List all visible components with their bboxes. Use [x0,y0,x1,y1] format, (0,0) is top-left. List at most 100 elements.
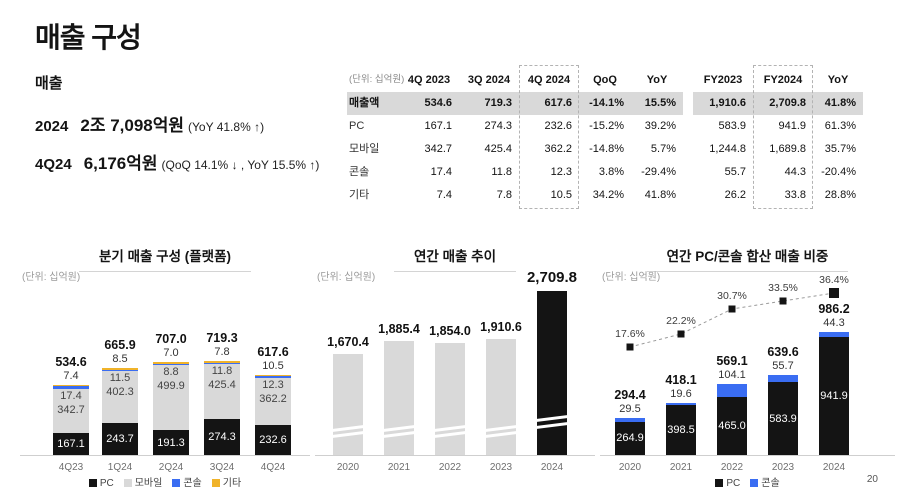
table-cell: 26.2 [724,189,746,201]
table-header-cell: 4Q 2023 [407,74,451,86]
table-cell: 34.2% [592,189,624,201]
legend-swatch [88,479,97,487]
summary-period: 2024 [35,118,69,135]
axis-break-mark [486,429,516,438]
segment-value-mobile: 425.4 [208,379,236,392]
bar-top-labels: 1,854.0 [412,324,488,338]
console-value-label: 19.6 [670,387,692,400]
table-cell: 44.3 [784,166,806,178]
table-cell: 362.2 [544,143,572,155]
table-cell: -14.1% [579,92,631,115]
legend-label: PC [726,478,741,489]
table-cell: 719.3 [459,92,519,115]
bar-segment-console [53,386,89,389]
axis-break-mark [384,423,414,432]
table-cell: 61.3% [824,120,856,132]
bar-segment-pc: 583.9 [768,382,798,455]
bar-segment-console [255,376,291,378]
legend-item: 모바일 [123,474,162,489]
table-cell: 617.6 [519,92,579,115]
segment-value-pc: 465.0 [718,419,746,432]
legend-label: 콘솔 [761,478,780,489]
bar-top-labels: 1,885.4 [361,322,437,336]
bar-segment-etc [204,361,240,363]
summary-value: 6,176억원 [83,154,158,173]
bar-top-labels: 7.0 707.0 [136,332,206,359]
pct-line-overlay: 17.6% 22.2% 30.7% 33.5% 36.4% [615,274,849,351]
segment-value-console: 17.4 [60,389,82,402]
chart-annual-revenue-trend: 연간 매출 추이 (단위: 십억원) 1,670.4 2020 1,885.4 202… [315,245,595,495]
segment-value-pc: 583.9 [769,412,797,425]
etc-value-label: 10.5 [262,359,284,372]
table-cell: 3.8% [598,166,624,178]
total-value-label: 1,854.0 [429,323,471,338]
segment-value-pc: 398.5 [667,424,695,437]
bar-segment-pc: 191.3 [153,430,189,455]
stacked-bar: 465.0 [717,383,747,455]
axis-break-mark [384,429,414,438]
bar-segment-console [768,375,798,383]
axis-break-mark [435,423,465,432]
table-cell: 583.9 [718,120,746,132]
segment-value-console: 8.8 [163,366,179,379]
bar-segment-pc: 941.9 [819,337,849,455]
legend-item: 콘솔 [172,474,202,489]
chart-title: 연간 매출 추이 [393,245,517,272]
etc-value-label: 8.5 [112,353,128,366]
legend-swatch [172,479,181,487]
x-axis-label: 2024 [822,462,846,473]
bar-segment-pc: 167.1 [53,433,89,455]
stacked-bar: 274.3 11.8 425.4 [204,361,240,455]
table-cell: 41.8% [644,189,676,201]
plot-area: 167.1 17.4 342.7 7.4 534.6 4Q23 243.7 11.5 402.3… [20,245,310,473]
x-axis-label: 2024 [540,462,564,473]
bar-segment-etc [53,384,89,387]
chart-title: 분기 매출 구성 (플랫폼) [78,245,252,272]
legend-swatch [123,479,132,487]
table-header-cell: 3Q 2024 [467,74,511,86]
table-cell: 10.5 [550,189,572,201]
table-row-label: 모바일 [349,143,380,155]
table-cell: 274.3 [484,120,512,132]
pct-label: 33.5% [768,282,798,294]
bar-top-labels: 44.3 986.2 [796,302,872,329]
table-header-cell: FY2024 [763,74,803,86]
table-cell: 11.8 [491,166,512,178]
bar-top-labels: 1,670.4 [310,335,386,349]
segment-value-pc: 274.3 [208,431,236,444]
total-value-label: 1,885.4 [378,321,420,336]
total-value-label: 294.4 [614,388,646,403]
bar-segment-console [615,418,645,422]
total-value-label: 707.0 [155,332,187,347]
annual-bar [537,290,567,455]
bar-top-labels: 104.1 569.1 [694,354,770,381]
x-axis-label: 4Q23 [58,462,84,473]
legend-item: 콘솔 [750,474,780,489]
table-header-cell: FY2023 [703,74,743,86]
segment-value-mobile: 362.2 [259,392,287,405]
table-cell: 941.9 [778,120,806,132]
bar-segment-pc: 243.7 [102,423,138,455]
axis-break-mark [486,423,516,432]
console-value-label: 44.3 [823,316,845,329]
legend-item: 기타 [211,474,242,489]
chart-quarterly-revenue-mix: 분기 매출 구성 (플랫폼) (단위: 십억원) 167.1 17.4 342.7 7… [20,245,310,495]
table-cell: 7.8 [496,189,512,201]
bar-top-labels: 1,910.6 [463,320,539,334]
table-spacer [683,115,693,138]
legend-label: 콘솔 [183,478,202,489]
table-cell: -20.4% [821,166,856,178]
etc-value-label: 7.4 [63,369,79,382]
bar-segment-console [666,402,696,406]
annual-bar [486,339,516,455]
legend-swatch [211,479,220,487]
unit-label: (단위: 십억원) [22,272,81,283]
segment-value-console: 12.3 [262,378,284,391]
bar-segment-pc: 264.9 [615,421,645,455]
segment-value-pc: 243.7 [106,433,134,446]
console-value-label: 29.5 [619,403,641,416]
pct-marker [728,305,736,313]
table-cell: 1,689.8 [769,143,806,155]
legend-label: 기타 [222,478,242,489]
chart-legend: PC 콘솔 [600,474,895,489]
